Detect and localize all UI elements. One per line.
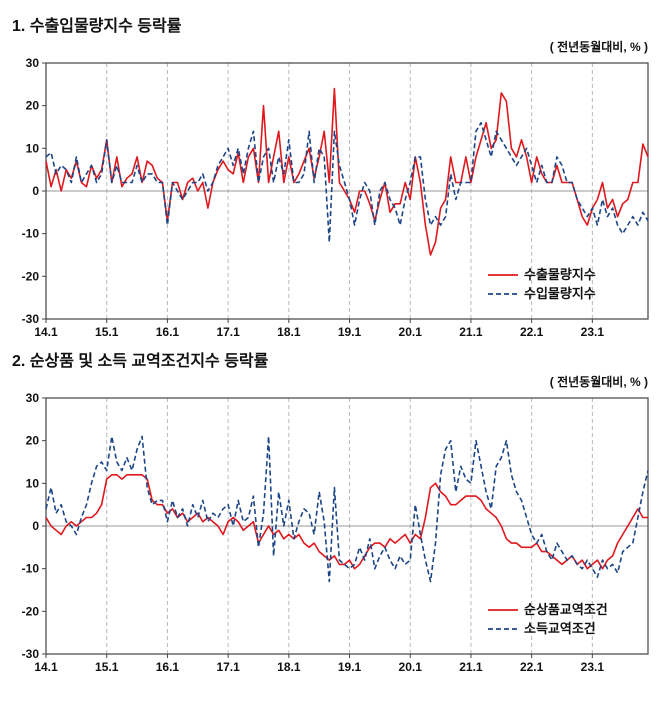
y-tick-label: 10 [26,476,40,490]
series-line [45,474,648,570]
y-tick-label: 0 [32,184,39,198]
x-tick-label: 15.1 [95,325,119,339]
x-tick-label: 23.1 [581,325,605,339]
x-tick-label: 20.1 [399,660,423,674]
x-tick-label: 14.1 [34,325,58,339]
legend-label: 수출물량지수 [524,267,596,282]
legend-label: 소득교역조건 [524,621,596,636]
chart-2-plot: -30 -20 -10 0 10 20 30 14.1 15.1 16.1 17.1 18.1 19.1… [22,392,649,674]
y-tick-label: 20 [26,434,40,448]
x-tick-label: 22.1 [520,660,544,674]
x-tick-label: 16.1 [156,325,180,339]
series-line [45,121,649,243]
x-tick-label: 19.1 [338,325,362,339]
x-tick-label: 14.1 [34,660,58,674]
x-tick-label: 18.1 [277,660,301,674]
y-tick-label: 30 [26,392,40,405]
chart-section-1: 1. 수출입물량지수 등락률 ( 전년동월대비, % ) -30 -20 -10 0 1… [10,12,662,343]
chart-1-title: 1. 수출입물량지수 등락률 [12,18,182,35]
x-tick-label: 22.1 [520,325,544,339]
y-tick-label: 0 [32,519,39,533]
x-tick-label: 17.1 [216,325,240,339]
y-tick-label: -10 [22,227,40,241]
legend-label: 순상품교역조건 [524,602,608,617]
y-tick-label: 20 [26,99,40,113]
y-tick-label: 10 [26,141,40,155]
x-tick-label: 16.1 [156,660,180,674]
y-tick-label: -20 [22,604,40,618]
chart-1-unit-label: ( 전년동월대비, % ) [549,40,648,54]
y-tick-label: -10 [22,562,40,576]
y-tick-label: -20 [22,269,40,283]
y-tick-label: -30 [22,647,40,661]
y-tick-label: 30 [26,57,40,70]
y-tick-label: -30 [22,312,40,326]
x-tick-label: 18.1 [277,325,301,339]
x-tick-label: 20.1 [399,325,423,339]
chart-1-plot: -30 -20 -10 0 10 20 30 14.1 15.1 16.1 17.1 18.1 19.1… [22,57,649,339]
x-tick-label: 17.1 [216,660,240,674]
legend-label: 수입물량지수 [524,286,596,301]
x-tick-label: 19.1 [338,660,362,674]
x-tick-label: 15.1 [95,660,119,674]
x-tick-label: 21.1 [459,660,483,674]
chart-2-title: 2. 순상품 및 소득 교역조건지수 등락률 [12,353,269,370]
chart-2-unit-label: ( 전년동월대비, % ) [549,375,648,389]
chart-section-2: 2. 순상품 및 소득 교역조건지수 등락률 ( 전년동월대비, % ) -30… [10,347,662,678]
series-line [45,435,649,583]
x-tick-label: 23.1 [581,660,605,674]
x-tick-label: 21.1 [459,325,483,339]
series-line [45,87,649,256]
